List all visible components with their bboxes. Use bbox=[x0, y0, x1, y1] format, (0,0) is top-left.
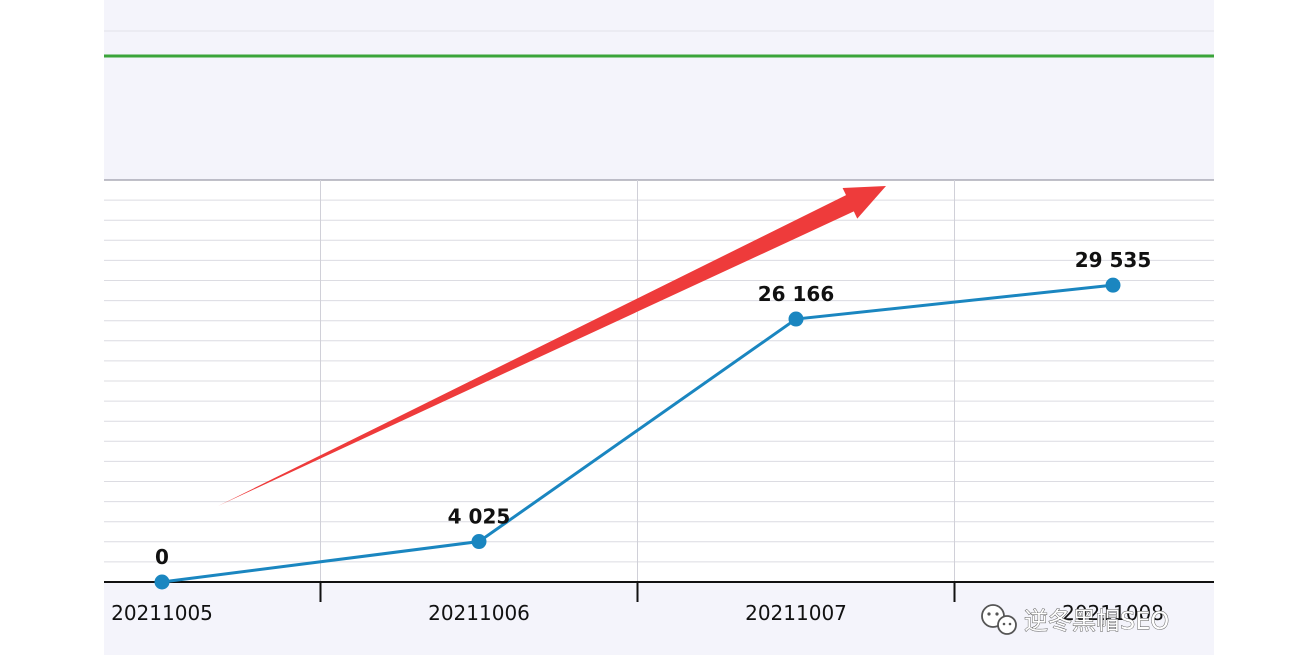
horizontal-gridlines bbox=[104, 199, 1214, 563]
data-point bbox=[471, 534, 487, 550]
trend-arrow bbox=[218, 186, 886, 506]
data-labels: 0 4 025 26 166 29 535 bbox=[155, 248, 1151, 569]
vertical-gridlines bbox=[320, 180, 955, 582]
data-label: 4 025 bbox=[448, 505, 511, 529]
x-tick-label: 20211005 bbox=[111, 601, 213, 625]
series-line bbox=[161, 283, 1114, 584]
x-tick-label: 20211006 bbox=[428, 601, 530, 625]
x-tick-label: 20211008 bbox=[1062, 601, 1164, 625]
data-point bbox=[788, 311, 804, 327]
trend-arrow-shape bbox=[218, 186, 886, 506]
watermark: 逆冬黑帽SEO bbox=[981, 604, 1170, 635]
watermark-text: 逆冬黑帽SEO bbox=[1024, 607, 1169, 635]
data-point bbox=[1105, 277, 1121, 293]
x-axis-ticks bbox=[319, 582, 956, 602]
data-point bbox=[154, 574, 170, 590]
x-tick-label: 20211007 bbox=[745, 601, 847, 625]
data-label: 0 bbox=[155, 545, 169, 569]
series-markers bbox=[154, 277, 1121, 590]
wechat-logo-icon bbox=[981, 604, 1017, 635]
x-axis-tick-labels: 20211005 20211006 20211007 20211008 bbox=[111, 601, 1164, 625]
data-label: 29 535 bbox=[1075, 248, 1152, 272]
data-label: 26 166 bbox=[758, 282, 835, 306]
